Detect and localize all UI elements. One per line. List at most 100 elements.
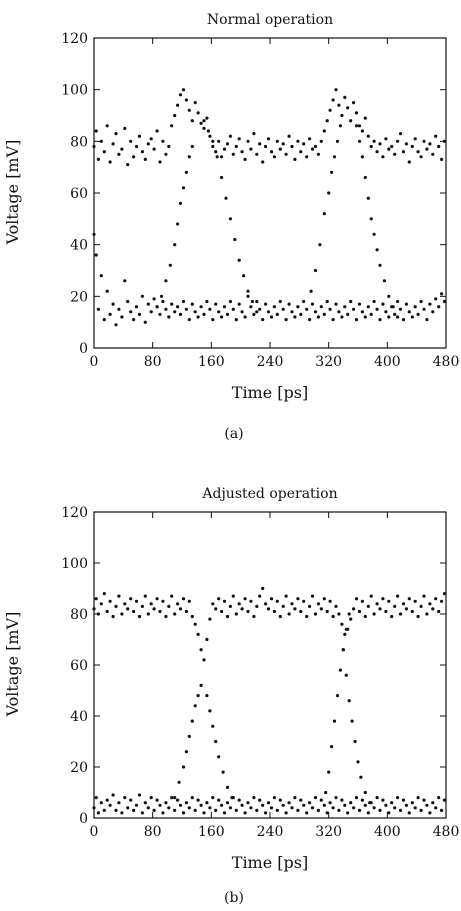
data-point bbox=[109, 160, 112, 163]
data-point bbox=[232, 153, 235, 156]
data-point bbox=[320, 607, 323, 610]
data-point bbox=[92, 145, 95, 148]
data-point bbox=[364, 315, 367, 318]
data-point bbox=[103, 809, 106, 812]
data-point bbox=[214, 303, 217, 306]
data-point bbox=[346, 313, 349, 316]
data-point bbox=[185, 308, 188, 311]
data-point bbox=[343, 633, 346, 636]
data-point bbox=[414, 305, 417, 308]
data-point bbox=[302, 300, 305, 303]
data-point bbox=[308, 605, 311, 608]
data-point bbox=[158, 610, 161, 613]
data-point bbox=[261, 160, 264, 163]
data-point bbox=[235, 612, 238, 615]
data-point bbox=[276, 313, 279, 316]
data-point bbox=[428, 142, 431, 145]
data-point bbox=[176, 602, 179, 605]
data-point bbox=[288, 303, 291, 306]
data-point bbox=[320, 305, 323, 308]
data-point bbox=[428, 811, 431, 814]
data-point bbox=[114, 132, 117, 135]
data-point bbox=[135, 305, 138, 308]
data-point bbox=[305, 155, 308, 158]
data-point bbox=[147, 806, 150, 809]
data-point bbox=[339, 669, 342, 672]
data-point bbox=[103, 150, 106, 153]
data-point bbox=[355, 318, 358, 321]
chart-title: Normal operation bbox=[207, 12, 333, 28]
data-point bbox=[305, 308, 308, 311]
caption-a: (a) bbox=[224, 426, 243, 442]
data-point bbox=[220, 315, 223, 318]
data-point bbox=[226, 615, 229, 618]
data-point bbox=[355, 796, 358, 799]
data-point bbox=[343, 804, 346, 807]
data-point bbox=[223, 811, 226, 814]
data-point bbox=[299, 610, 302, 613]
data-point bbox=[402, 150, 405, 153]
data-point bbox=[205, 300, 208, 303]
data-point bbox=[355, 111, 358, 114]
data-point bbox=[123, 127, 126, 130]
data-point bbox=[191, 303, 194, 306]
data-point bbox=[264, 811, 267, 814]
data-point bbox=[97, 308, 100, 311]
data-point bbox=[343, 305, 346, 308]
data-point bbox=[150, 310, 153, 313]
data-point bbox=[182, 811, 185, 814]
data-point bbox=[214, 740, 217, 743]
data-point bbox=[318, 243, 321, 246]
data-point bbox=[176, 305, 179, 308]
data-point bbox=[399, 308, 402, 311]
data-point bbox=[264, 303, 267, 306]
data-point bbox=[376, 150, 379, 153]
data-point bbox=[367, 135, 370, 138]
data-point bbox=[282, 605, 285, 608]
data-point bbox=[244, 315, 247, 318]
data-point bbox=[383, 279, 386, 282]
data-point bbox=[367, 197, 370, 200]
data-point bbox=[364, 117, 367, 120]
y-tick-label: 80 bbox=[70, 607, 88, 623]
data-point bbox=[384, 310, 387, 313]
data-point bbox=[276, 600, 279, 603]
data-point bbox=[106, 124, 109, 127]
data-point bbox=[141, 605, 144, 608]
data-point bbox=[417, 796, 420, 799]
data-point bbox=[422, 308, 425, 311]
data-point bbox=[431, 607, 434, 610]
data-point bbox=[387, 315, 390, 318]
data-point bbox=[255, 809, 258, 812]
data-point bbox=[396, 315, 399, 318]
data-point bbox=[123, 602, 126, 605]
data-point bbox=[392, 305, 395, 308]
data-point bbox=[440, 292, 443, 295]
caption-b: (b) bbox=[224, 890, 244, 906]
data-point bbox=[399, 612, 402, 615]
data-point bbox=[144, 801, 147, 804]
data-point bbox=[167, 605, 170, 608]
data-point bbox=[207, 129, 210, 132]
data-point bbox=[185, 801, 188, 804]
data-point bbox=[114, 605, 117, 608]
data-point bbox=[396, 300, 399, 303]
data-point bbox=[305, 811, 308, 814]
data-point bbox=[370, 145, 373, 148]
data-point bbox=[255, 153, 258, 156]
data-point bbox=[173, 114, 176, 117]
data-point bbox=[334, 605, 337, 608]
data-point bbox=[434, 297, 437, 300]
data-point bbox=[332, 318, 335, 321]
x-tick-label: 480 bbox=[433, 354, 460, 370]
data-point bbox=[393, 605, 396, 608]
data-point bbox=[229, 300, 232, 303]
data-point bbox=[255, 605, 258, 608]
data-point bbox=[373, 140, 376, 143]
data-point bbox=[334, 796, 337, 799]
data-point bbox=[176, 799, 179, 802]
data-point bbox=[329, 109, 332, 112]
data-point bbox=[135, 804, 138, 807]
data-point bbox=[95, 597, 98, 600]
data-point bbox=[337, 104, 340, 107]
